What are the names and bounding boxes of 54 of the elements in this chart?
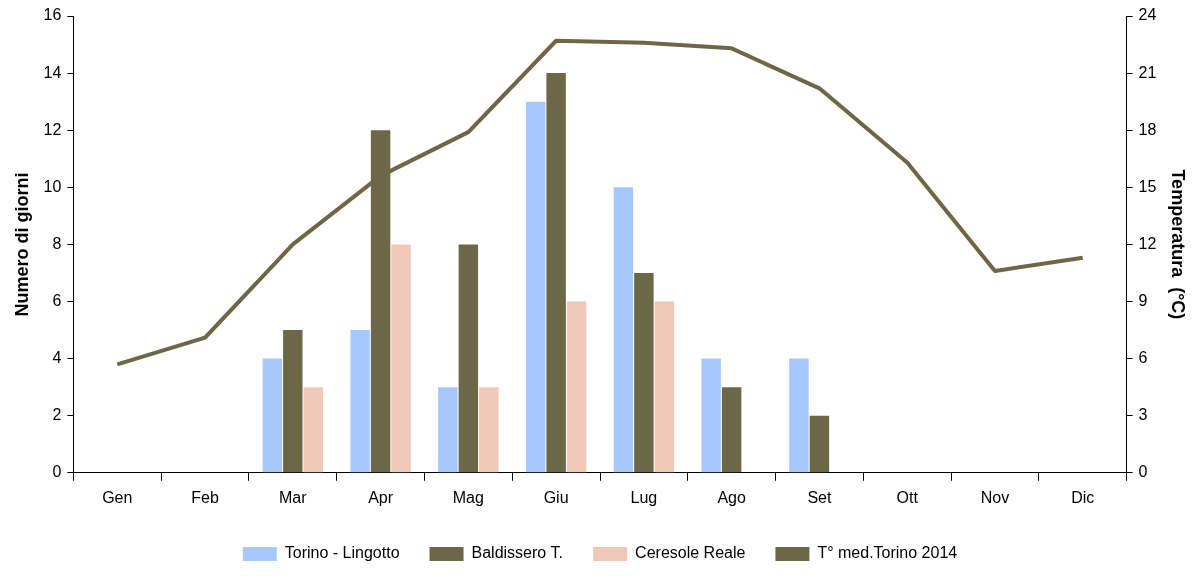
y-tick-label: 0 [52, 463, 62, 481]
y-tick-label: 4 [52, 349, 62, 367]
bar [525, 101, 546, 473]
x-tick-label: Ott [896, 488, 919, 506]
y2-tick-label: 15 [1138, 177, 1157, 195]
bar [634, 272, 654, 473]
y2-axis-title: Temperatura (°C) [1168, 169, 1189, 320]
legend-label: Ceresole Reale [635, 544, 746, 562]
bar [479, 387, 499, 473]
y2-tick-label: 6 [1138, 349, 1148, 367]
bar [262, 358, 283, 473]
x-tick-label: Mag [452, 488, 484, 506]
bar [303, 387, 324, 473]
y-tick-label: 14 [43, 63, 62, 81]
legend-label: Torino - Lingotto [284, 544, 400, 562]
bar [789, 358, 809, 473]
y2-tick-label: 3 [1138, 406, 1148, 424]
bar [809, 415, 830, 473]
bar [391, 244, 411, 473]
x-tick-label: Dic [1071, 488, 1095, 506]
x-tick-label: Apr [368, 488, 394, 506]
y-tick-label: 10 [43, 177, 62, 195]
y-tick-label: 6 [52, 291, 62, 309]
y-tick-label: 2 [52, 406, 62, 424]
x-tick-label: Ago [717, 488, 746, 506]
y2-tick-label: 24 [1138, 6, 1157, 24]
bar [654, 301, 675, 473]
y-tick-label: 16 [43, 6, 62, 24]
bar [546, 73, 566, 473]
x-tick-label: Lug [630, 488, 658, 506]
legend-label: T° med.Torino 2014 [817, 544, 958, 562]
y2-tick-label: 0 [1138, 463, 1148, 481]
y2-tick-label: 21 [1138, 63, 1157, 81]
bar [566, 301, 587, 473]
bar [458, 244, 479, 473]
bar [350, 330, 370, 473]
bar [701, 358, 721, 473]
x-tick-label: Gen [102, 488, 133, 506]
y-tick-label: 8 [52, 234, 62, 252]
y2-tick-label: 12 [1138, 234, 1157, 252]
x-tick-label: Mar [279, 488, 308, 506]
x-tick-label: Set [807, 488, 832, 506]
y-tick-label: 12 [43, 120, 62, 138]
bar [613, 187, 634, 473]
y2-tick-label: 18 [1138, 120, 1157, 138]
y-axis-title: Numero di giorni [11, 172, 32, 317]
bar [438, 387, 458, 473]
bar [721, 387, 742, 473]
legend-label: Baldissero T. [471, 544, 563, 562]
bar [283, 330, 303, 473]
x-tick-label: Nov [980, 488, 1010, 506]
x-tick-label: Feb [191, 488, 219, 506]
x-tick-label: Giu [543, 488, 569, 506]
y2-tick-label: 9 [1138, 291, 1148, 309]
